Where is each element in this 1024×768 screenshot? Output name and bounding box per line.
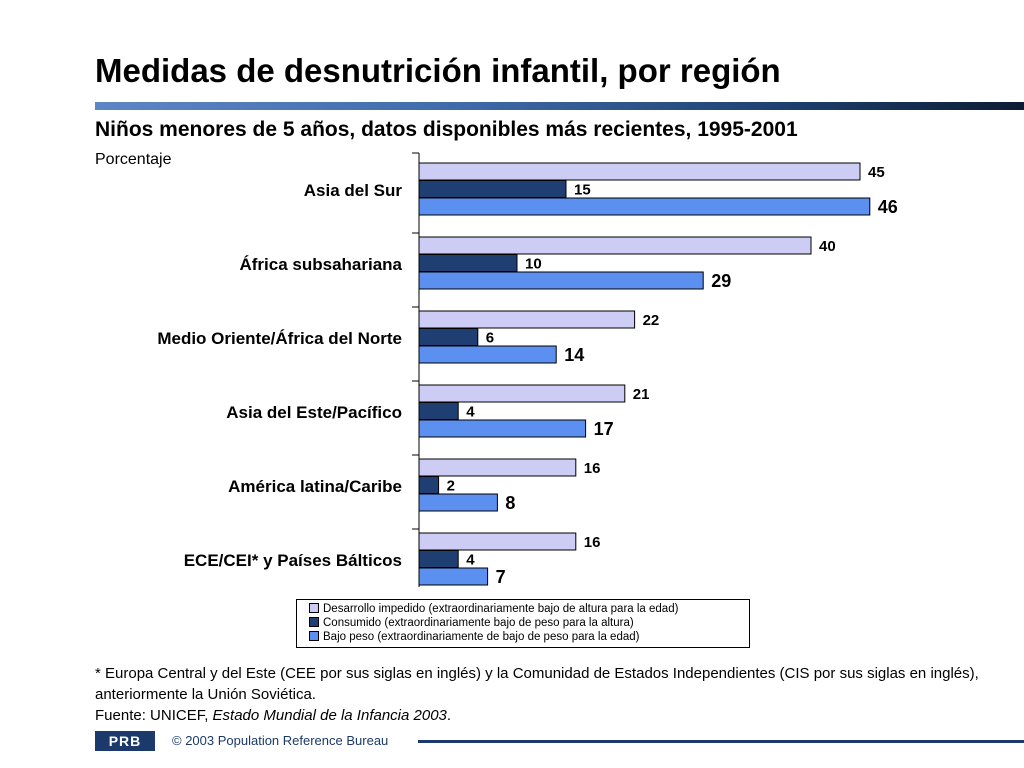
prb-logo: PRB [95, 731, 155, 751]
data-label-stunting: 16 [584, 460, 601, 477]
bar-wasting [418, 328, 479, 346]
chart-legend: Desarrollo impedido (extraordinariamente… [296, 599, 750, 648]
legend-swatch-wasting [309, 617, 319, 627]
footnote-text: * Europa Central y del Este (CEE por sus… [95, 665, 979, 703]
legend-item-stunting: Desarrollo impedido (extraordinariamente… [309, 603, 678, 615]
data-label-underweight: 46 [878, 197, 898, 217]
category-label: ECE/CEI* y Países Bálticos [184, 551, 402, 570]
category-label: Asia del Este/Pacífico [226, 403, 402, 422]
data-label-wasting: 4 [466, 552, 475, 569]
bar-underweight [418, 419, 587, 438]
bar-wasting [418, 476, 440, 494]
bar-stunting [418, 310, 636, 329]
data-label-wasting: 4 [466, 404, 475, 421]
legend-swatch-underweight [309, 631, 319, 641]
data-label-wasting: 15 [574, 182, 591, 199]
data-label-underweight: 29 [711, 271, 731, 291]
source-line: Fuente: UNICEF, Estado Mundial de la Inf… [95, 705, 995, 726]
bar-stunting [418, 236, 812, 255]
legend-item-wasting: Consumido (extraordinariamente bajo de p… [309, 617, 634, 629]
source-prefix: Fuente: UNICEF, [95, 707, 213, 724]
data-label-stunting: 16 [584, 534, 601, 551]
chart-subtitle: Niños menores de 5 años, datos disponibl… [95, 118, 798, 141]
legend-label-underweight: Bajo peso (extraordinariamente de bajo d… [323, 631, 640, 643]
data-label-wasting: 6 [486, 330, 494, 347]
footnote-block: * Europa Central y del Este (CEE por sus… [95, 663, 995, 726]
data-label-wasting: 10 [525, 256, 542, 273]
title-divider [95, 102, 1024, 110]
bar-underweight [418, 567, 489, 586]
category-label: Medio Oriente/África del Norte [157, 329, 402, 348]
data-label-wasting: 2 [447, 478, 455, 495]
copyright-text: © 2003 Population Reference Bureau [172, 733, 389, 748]
category-label: América latina/Caribe [228, 477, 402, 496]
source-suffix: . [446, 707, 452, 724]
page-title: Medidas de desnutrición infantil, por re… [95, 52, 781, 89]
data-label-stunting: 40 [819, 238, 836, 255]
data-label-stunting: 21 [633, 386, 650, 403]
bar-underweight [418, 197, 871, 216]
bar-underweight [418, 271, 704, 290]
data-label-stunting: 22 [643, 312, 660, 329]
data-label-stunting: 45 [868, 164, 885, 181]
bar-stunting [418, 532, 577, 551]
data-label-underweight: 14 [564, 345, 584, 365]
legend-item-underweight: Bajo peso (extraordinariamente de bajo d… [309, 631, 639, 643]
bar-stunting [418, 384, 626, 403]
category-label: África subsahariana [239, 255, 402, 274]
bar-wasting [418, 180, 567, 198]
unit-label: Porcentaje [95, 151, 172, 168]
bar-underweight [418, 345, 557, 364]
data-label-underweight: 8 [505, 493, 515, 513]
bar-wasting [418, 550, 459, 568]
data-label-underweight: 17 [594, 419, 614, 439]
bar-stunting [418, 458, 577, 477]
legend-label-wasting: Consumido (extraordinariamente bajo de p… [323, 617, 634, 629]
bar-wasting [418, 254, 518, 272]
data-label-underweight: 7 [496, 567, 506, 587]
source-title: Estado Mundial de la Infancia 2003 [212, 707, 447, 724]
legend-label-stunting: Desarrollo impedido (extraordinariamente… [323, 603, 679, 615]
category-label: Asia del Sur [304, 181, 403, 200]
legend-swatch-stunting [309, 603, 319, 613]
bar-stunting [418, 162, 861, 181]
bar-wasting [418, 402, 459, 420]
footer-divider [418, 740, 1024, 743]
bar-underweight [418, 493, 498, 512]
